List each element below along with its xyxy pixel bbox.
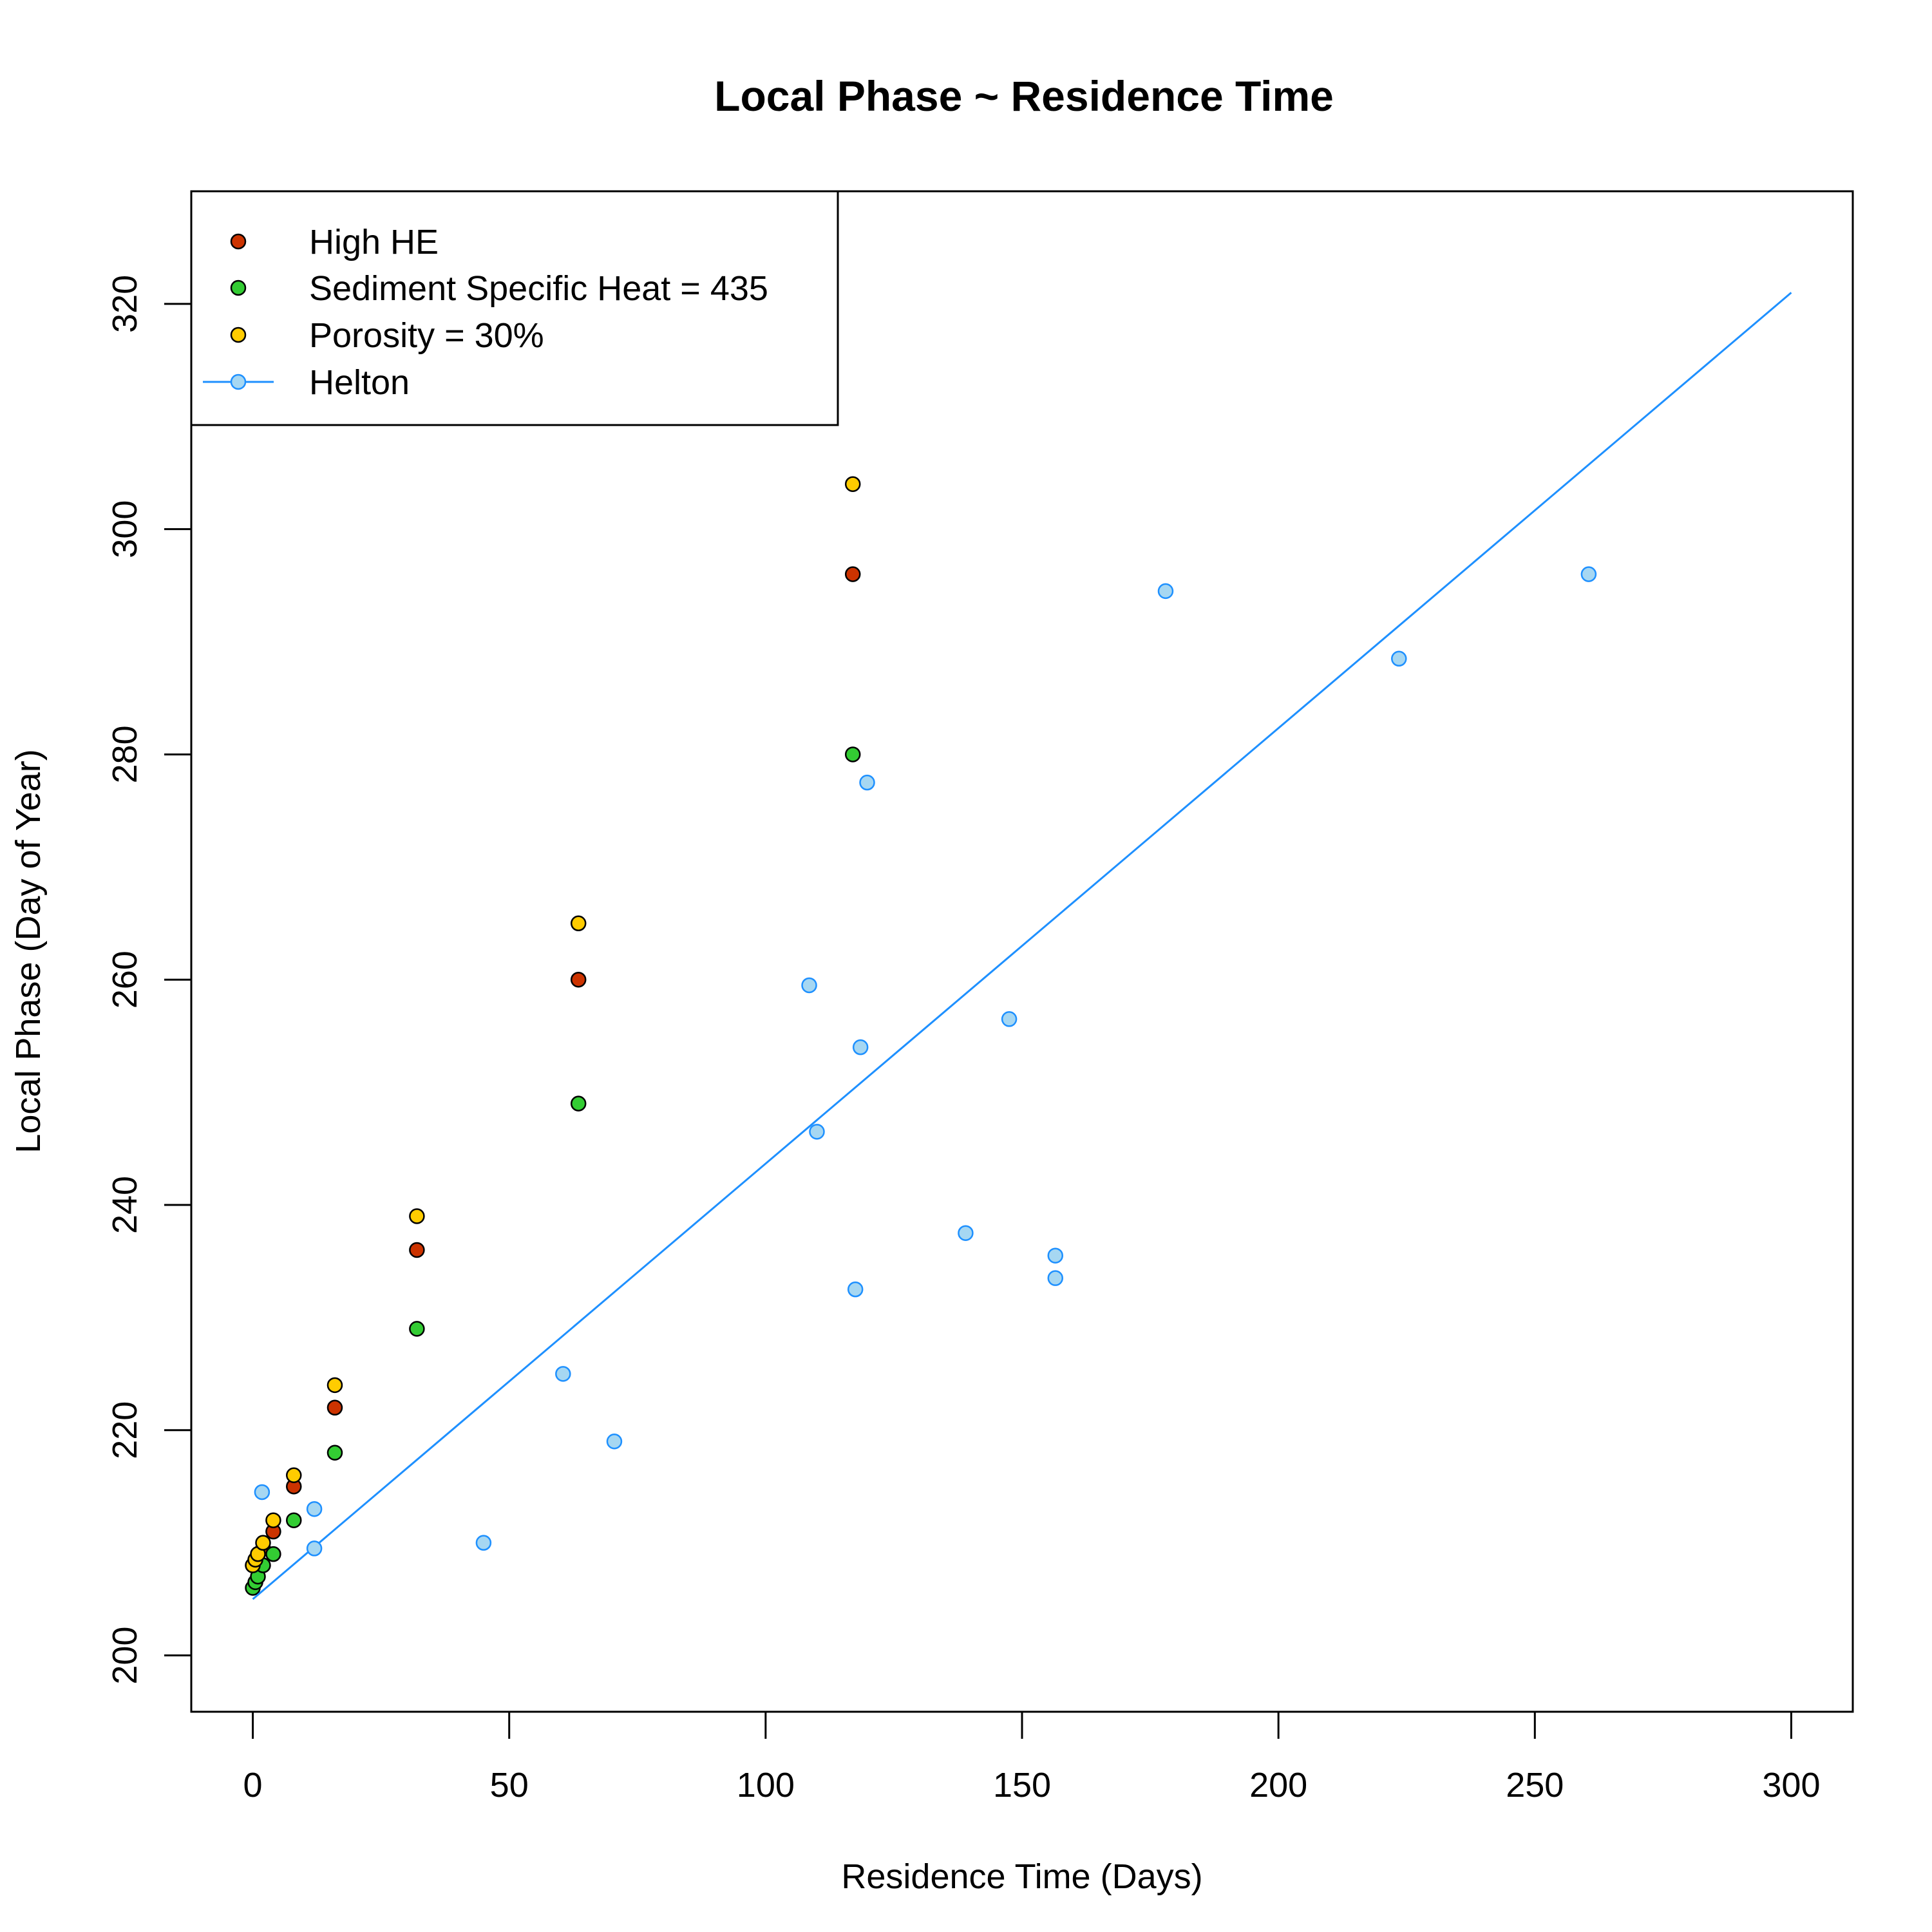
legend-label: Helton	[309, 363, 410, 402]
x-axis-label: Residence Time (Days)	[841, 1857, 1202, 1896]
data-point	[327, 1377, 343, 1394]
data-point	[327, 1399, 343, 1416]
legend-marker	[230, 279, 247, 296]
legend-label: Porosity = 30%	[309, 316, 544, 355]
y-tick-label: 320	[106, 275, 144, 333]
trend-line	[252, 292, 1792, 1600]
legend-label: High HE	[309, 223, 439, 261]
y-tick-label: 260	[106, 951, 144, 1009]
x-tick-label: 300	[1762, 1766, 1820, 1804]
data-point	[844, 476, 861, 492]
data-point	[809, 1124, 825, 1140]
series-2	[245, 476, 861, 1573]
data-point	[409, 1321, 425, 1337]
data-point	[958, 1225, 974, 1241]
data-point	[254, 1484, 270, 1501]
data-point	[852, 1039, 869, 1056]
data-point	[306, 1540, 323, 1557]
data-point	[847, 1281, 864, 1298]
data-point	[475, 1535, 492, 1551]
data-point	[859, 774, 875, 791]
y-tick-label: 300	[106, 500, 144, 558]
x-axis: 0 50 100 150 200 250 300	[243, 1710, 1820, 1804]
y-tick-label: 240	[106, 1176, 144, 1234]
y-axis-label: Local Phase (Day of Year)	[9, 749, 48, 1153]
data-point	[555, 1366, 571, 1382]
legend-item: Porosity = 30%	[230, 316, 544, 355]
x-tick-label: 0	[243, 1766, 263, 1804]
y-axis: 200 220 240 260 280 300 320	[106, 275, 193, 1685]
data-point	[286, 1467, 302, 1483]
x-tick-label: 100	[737, 1766, 795, 1804]
data-point	[255, 1535, 271, 1551]
legend-item: Helton	[203, 363, 410, 402]
data-point	[327, 1444, 343, 1461]
data-point	[570, 971, 587, 988]
series-0	[245, 566, 861, 1573]
legend-marker	[230, 374, 247, 390]
legend-box	[190, 190, 839, 426]
legend-label: Sediment Specific Heat = 435	[309, 269, 768, 308]
data-point	[1580, 566, 1597, 582]
x-tick-label: 50	[490, 1766, 529, 1804]
data-point	[1047, 1247, 1064, 1264]
data-point	[286, 1512, 302, 1528]
legend-item: High HE	[230, 223, 439, 261]
legend-item: Sediment Specific Heat = 435	[230, 269, 768, 308]
series-layer	[245, 292, 1792, 1600]
series-1	[245, 746, 861, 1596]
x-tick-label: 150	[993, 1766, 1051, 1804]
y-tick-label: 200	[106, 1627, 144, 1685]
x-tick-label: 200	[1249, 1766, 1307, 1804]
data-point	[801, 977, 817, 994]
y-tick-label: 220	[106, 1401, 144, 1459]
data-point	[1157, 583, 1174, 600]
data-point	[409, 1208, 425, 1224]
y-tick-label: 280	[106, 725, 144, 783]
series-3	[252, 292, 1792, 1600]
data-point	[570, 915, 587, 932]
legend-marker	[230, 327, 247, 343]
data-point	[606, 1434, 623, 1450]
data-point	[844, 746, 861, 762]
legend-marker	[230, 233, 247, 250]
data-point	[1001, 1011, 1018, 1027]
x-tick-label: 250	[1506, 1766, 1564, 1804]
data-point	[306, 1501, 323, 1517]
chart-title: Local Phase ~ Residence Time	[714, 72, 1334, 120]
data-point	[265, 1512, 281, 1528]
data-point	[570, 1095, 587, 1112]
legend: High HE Sediment Specific Heat = 435 Poros…	[190, 190, 839, 426]
data-point	[1047, 1270, 1064, 1286]
data-point	[265, 1546, 281, 1562]
data-point	[409, 1242, 425, 1258]
data-point	[844, 566, 861, 582]
data-point	[1391, 650, 1407, 667]
